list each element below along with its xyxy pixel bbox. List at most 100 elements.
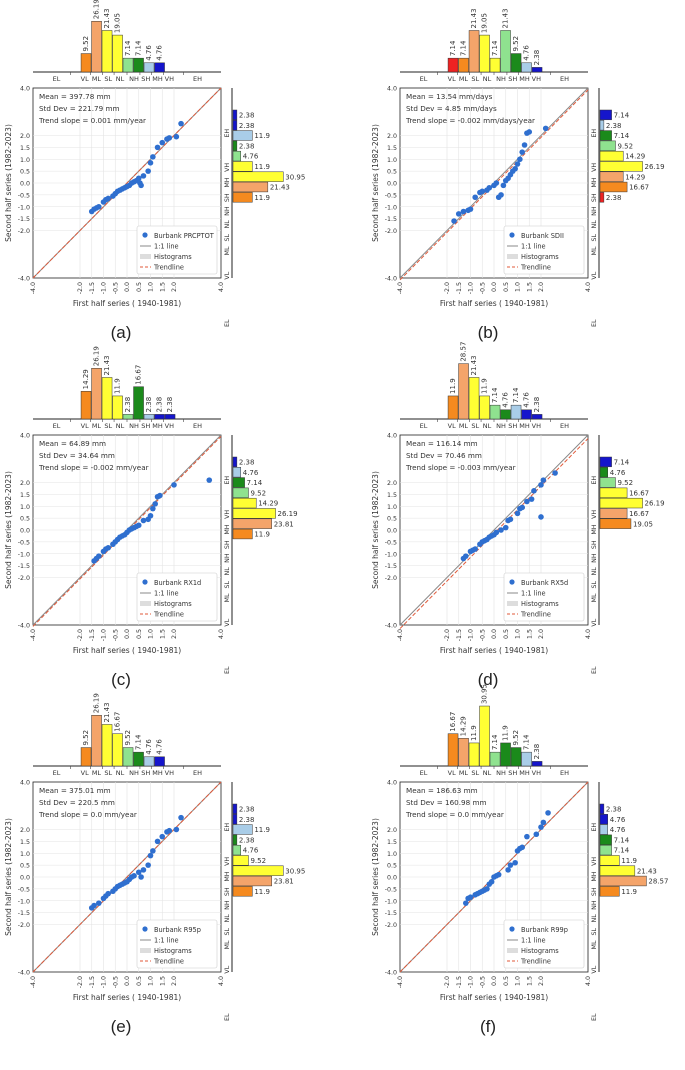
class-label-y: SL: [224, 233, 231, 241]
top-hist-label: 9.52: [82, 730, 90, 746]
data-point: [507, 516, 514, 523]
class-label-x: SL: [104, 422, 112, 430]
top-hist-bar: [500, 30, 511, 73]
top-hist-bar: [531, 414, 543, 420]
x-tick-label: 2.0: [538, 976, 545, 986]
class-label-y: ML: [591, 593, 598, 602]
stats-text: Trend slope = 0.0 mm/year: [405, 810, 504, 819]
data-point: [147, 160, 154, 166]
data-point: [147, 512, 154, 519]
stats-text: Trend slope = -0.002 mm/days/year: [405, 116, 535, 125]
x-tick-label: 0.5: [503, 976, 510, 986]
class-label-y: NL: [224, 567, 231, 576]
x-tick-label: 1.5: [526, 282, 533, 292]
class-label-y: VL: [224, 618, 231, 626]
right-hist-label: 21.43: [637, 867, 657, 875]
top-hist-bar: [521, 62, 532, 73]
class-label-y: ML: [224, 246, 231, 255]
stats-text: Std Dev = 221.79 mm: [39, 104, 119, 113]
right-hist-bar: [232, 130, 253, 141]
right-hist-bar: [599, 814, 608, 825]
legend-box: [136, 572, 218, 622]
stats-text: Trend slope = 0.0 mm/year: [38, 810, 137, 819]
class-label-x: VL: [81, 769, 89, 777]
data-point: [531, 488, 537, 494]
legend-hist-marker: [140, 254, 151, 259]
y-axis-label: Second half series (1982-2023): [371, 124, 380, 242]
right-hist-label: 23.81: [274, 878, 294, 886]
stats-text: Std Dev = 70.46 mm: [406, 451, 482, 460]
class-label-y: MH: [224, 524, 231, 534]
right-hist-bar: [599, 886, 620, 897]
right-hist-label: 2.38: [606, 122, 622, 130]
legend-series-name: Burbank RX5d: [521, 579, 568, 587]
class-label-y: SL: [591, 233, 598, 241]
class-label-y: SH: [591, 887, 598, 896]
right-hist-label: 9.52: [250, 489, 266, 497]
top-hist-label: 21.43: [470, 8, 478, 28]
y-axis-label: Second half series (1982-2023): [371, 818, 380, 936]
top-hist-label: 2.38: [156, 397, 164, 413]
class-label-y: NH: [591, 900, 598, 910]
stats-text: Mean = 64.89 mm: [39, 439, 106, 448]
top-hist-bar: [500, 742, 511, 767]
right-hist-label: 7.14: [614, 112, 630, 120]
stats-text: Std Dev = 4.85 mm/days: [406, 104, 497, 113]
x-tick-label: 2.0: [538, 282, 545, 292]
x-tick-label: -1.5: [456, 629, 463, 641]
x-tick-label: -1.0: [468, 629, 475, 641]
class-label-x: NH: [496, 75, 506, 83]
class-label-y: VH: [224, 163, 231, 172]
data-point: [514, 161, 521, 167]
legend-label: Histograms: [154, 600, 192, 608]
class-label-y: ML: [224, 593, 231, 602]
class-label-x: VH: [532, 75, 541, 83]
right-hist-label: 19.05: [633, 520, 653, 528]
class-label-y: SL: [591, 580, 598, 588]
class-label-x: EL: [53, 75, 61, 83]
class-label-y: VH: [591, 857, 598, 866]
data-point: [542, 125, 549, 132]
y-tick-label: 0.5: [20, 169, 30, 176]
right-hist-bar: [599, 467, 608, 478]
y-tick-label: 4.0: [20, 780, 30, 787]
class-label-y: VL: [224, 965, 231, 973]
right-hist-bar: [599, 508, 628, 519]
x-axis-label: First half series ( 1940-1981): [73, 646, 181, 655]
stats-text: Trend slope = -0.002 mm/year: [38, 463, 149, 472]
class-label-x: VH: [165, 769, 174, 777]
legend-hist-marker: [507, 948, 518, 953]
y-tick-label: -1.0: [385, 204, 397, 211]
top-hist-bar: [91, 21, 102, 73]
right-hist-bar: [232, 518, 272, 529]
right-hist-bar: [232, 181, 269, 193]
x-tick-label: -4.0: [397, 976, 404, 988]
class-label-x: EH: [193, 75, 202, 83]
class-label-y: MH: [591, 871, 598, 881]
top-hist-bar: [468, 742, 480, 767]
legend-point-marker: [509, 579, 515, 585]
data-point: [467, 894, 474, 900]
class-label-x: EL: [420, 769, 428, 777]
y-tick-label: 0.5: [387, 863, 397, 870]
x-tick-label: -1.5: [456, 976, 463, 988]
legend-series-name: Burbank R95p: [154, 926, 201, 934]
top-hist-bar: [531, 67, 543, 73]
y-tick-label: -1.0: [385, 898, 397, 905]
legend-label: 1:1 line: [154, 937, 179, 945]
y-tick-label: -4.0: [18, 623, 30, 630]
y-tick-label: 4.0: [387, 780, 397, 787]
top-hist-bar: [510, 747, 522, 767]
right-hist-label: 11.9: [621, 857, 637, 865]
class-label-x: MH: [152, 422, 163, 430]
class-label-y: VH: [224, 510, 231, 519]
class-label-y: SL: [224, 927, 231, 935]
class-label-y: EH: [224, 823, 231, 832]
class-label-x: SH: [141, 75, 150, 83]
y-tick-label: 0.5: [387, 169, 397, 176]
top-hist-label: 7.14: [512, 387, 520, 403]
panel-label: (a): [111, 323, 132, 342]
